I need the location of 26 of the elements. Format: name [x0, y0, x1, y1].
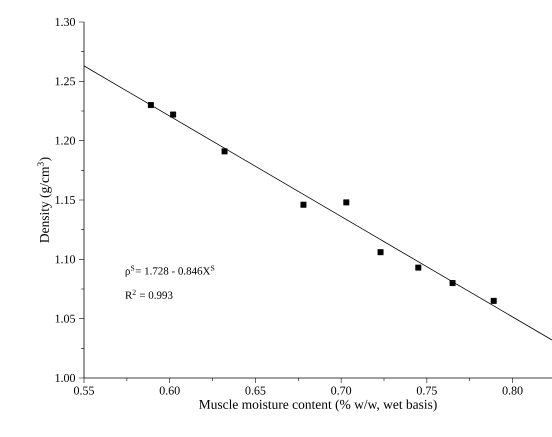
annotation: ρ$^{S}$= 1.728 - 0.846X$^{S}$ [126, 266, 214, 277]
y-axis-title: Density (g/cm$^{3}$) [37, 157, 52, 243]
x-axis-title: Muscle moisture content (% w/w, wet basis) [199, 399, 437, 412]
y-tick-label: 1.00 [56, 374, 76, 382]
point [148, 102, 154, 108]
y-tick-label: 1.10 [56, 255, 76, 264]
x-tick-label: 0.75 [416, 386, 437, 395]
x-tick-label: 0.55 [74, 386, 94, 395]
annotation: R$^{2}$ = 0.993 [125, 290, 172, 299]
y-tick-label: 1.30 [56, 18, 76, 26]
y-tick-label: 1.25 [56, 77, 76, 86]
point [300, 202, 306, 208]
y-tick-label: 1.15 [56, 196, 76, 204]
point [343, 199, 350, 206]
point [222, 148, 228, 154]
y-tick-label: 1.20 [56, 136, 76, 145]
point [170, 112, 176, 118]
x-tick-label: 0.60 [160, 386, 180, 395]
x-tick-label: 0.70 [331, 386, 352, 395]
point [415, 264, 422, 271]
point [490, 298, 497, 304]
y-tick-label: 1.05 [56, 314, 76, 323]
point [378, 249, 384, 256]
x-tick-label: 0.80 [502, 386, 523, 395]
point [450, 280, 456, 286]
x-tick-label: 0.65 [245, 386, 266, 395]
